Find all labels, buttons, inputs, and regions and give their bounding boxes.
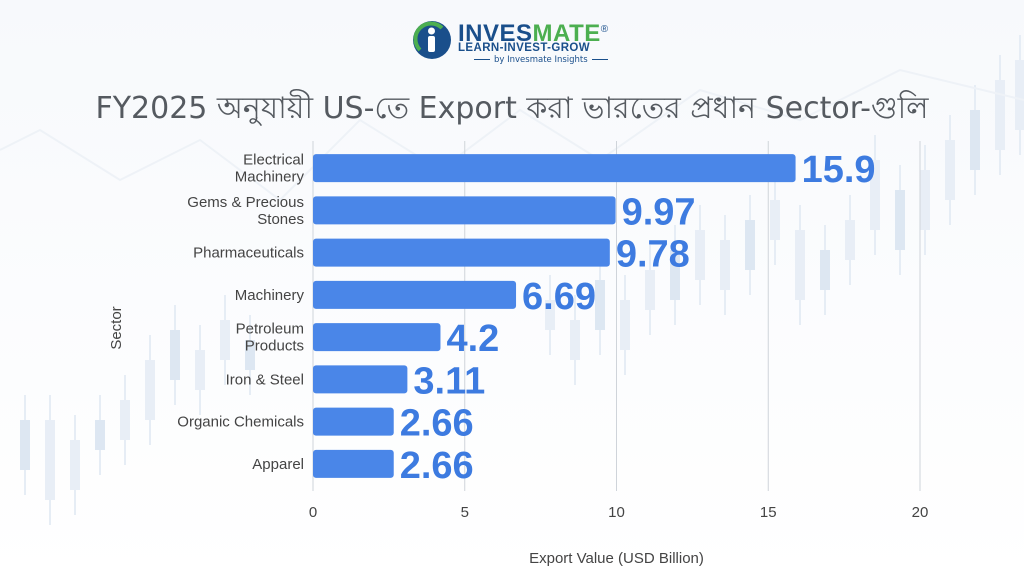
background-candle	[645, 245, 655, 335]
bar	[313, 407, 394, 436]
bar-value-label: 4.2	[446, 318, 499, 360]
background-candle	[20, 395, 30, 495]
brand-name: INVESMATE®	[458, 18, 609, 46]
background-candle	[945, 115, 955, 225]
background-candle	[545, 275, 555, 355]
background-candle	[170, 305, 180, 405]
background-candle	[245, 315, 255, 395]
bar	[313, 280, 517, 309]
bar-value-label: 9.97	[622, 191, 696, 233]
x-axis-label: Export Value (USD Billion)	[529, 550, 704, 567]
logo-mark-icon	[413, 21, 451, 59]
brand-name-part2: MATE	[532, 20, 601, 47]
background-candle	[145, 335, 155, 445]
bar	[313, 154, 796, 183]
bar-value-label: 2.66	[400, 403, 474, 445]
background-candle	[920, 145, 930, 255]
y-axis-label: Sector	[108, 306, 125, 349]
x-tick-label: 5	[461, 504, 469, 521]
background-candle	[620, 275, 630, 375]
background-candle	[695, 205, 705, 305]
y-tick-label: Apparel	[252, 456, 304, 473]
brand-name-part1: INVES	[458, 20, 533, 47]
bar	[313, 238, 610, 267]
bar	[313, 365, 408, 394]
registered-mark: ®	[600, 24, 609, 35]
brand-tagline: LEARN-INVEST-GROW	[458, 42, 591, 54]
background-candle	[1015, 35, 1024, 155]
background-candle	[595, 255, 605, 355]
chart-title: FY2025 অনুযায়ী US-তে Export করা ভারতের …	[95, 91, 929, 126]
background-candle	[670, 225, 680, 325]
y-tick-label: Petroleum Products	[236, 321, 304, 355]
bar	[313, 323, 441, 352]
bar-value-label: 2.66	[400, 445, 474, 487]
y-tick-label: Iron & Steel	[226, 371, 304, 388]
y-tick-label: Organic Chemicals	[177, 414, 304, 431]
background-candle	[220, 295, 230, 385]
background-candle	[570, 295, 580, 385]
background-candle	[120, 375, 130, 465]
brand-logo: INVESMATE® LEARN-INVEST-GROW by Invesmat…	[412, 18, 612, 66]
bar-value-label: 6.69	[522, 276, 596, 318]
background-candle	[745, 195, 755, 295]
background-candle	[845, 195, 855, 285]
y-tick-label: Electrical Machinery	[235, 152, 305, 186]
bar	[313, 449, 394, 478]
y-tick-label: Gems & Precious Stones	[187, 194, 304, 228]
bar-value-label: 9.78	[616, 234, 690, 276]
background-candle	[795, 205, 805, 325]
background-candle	[970, 85, 980, 195]
x-tick-label: 15	[760, 504, 777, 521]
bar	[313, 196, 616, 225]
background-candle	[95, 395, 105, 475]
background-candle	[820, 225, 830, 315]
x-tick-label: 0	[309, 504, 317, 521]
x-tick-label: 10	[608, 504, 625, 521]
bar-value-label: 15.9	[802, 149, 876, 191]
y-tick-label: Pharmaceuticals	[193, 245, 304, 262]
background-candle	[720, 215, 730, 315]
bar-value-label: 3.11	[413, 360, 485, 402]
background-candle	[895, 165, 905, 275]
background-candle	[770, 175, 780, 265]
background-candle	[45, 395, 55, 525]
brand-byline: by Invesmate Insights	[470, 55, 612, 65]
x-tick-label: 20	[912, 504, 929, 521]
background-candle	[995, 55, 1005, 175]
background-candle	[70, 415, 80, 515]
background-candle	[870, 135, 880, 255]
y-tick-label: Machinery	[235, 287, 305, 304]
background-candle	[195, 325, 205, 415]
